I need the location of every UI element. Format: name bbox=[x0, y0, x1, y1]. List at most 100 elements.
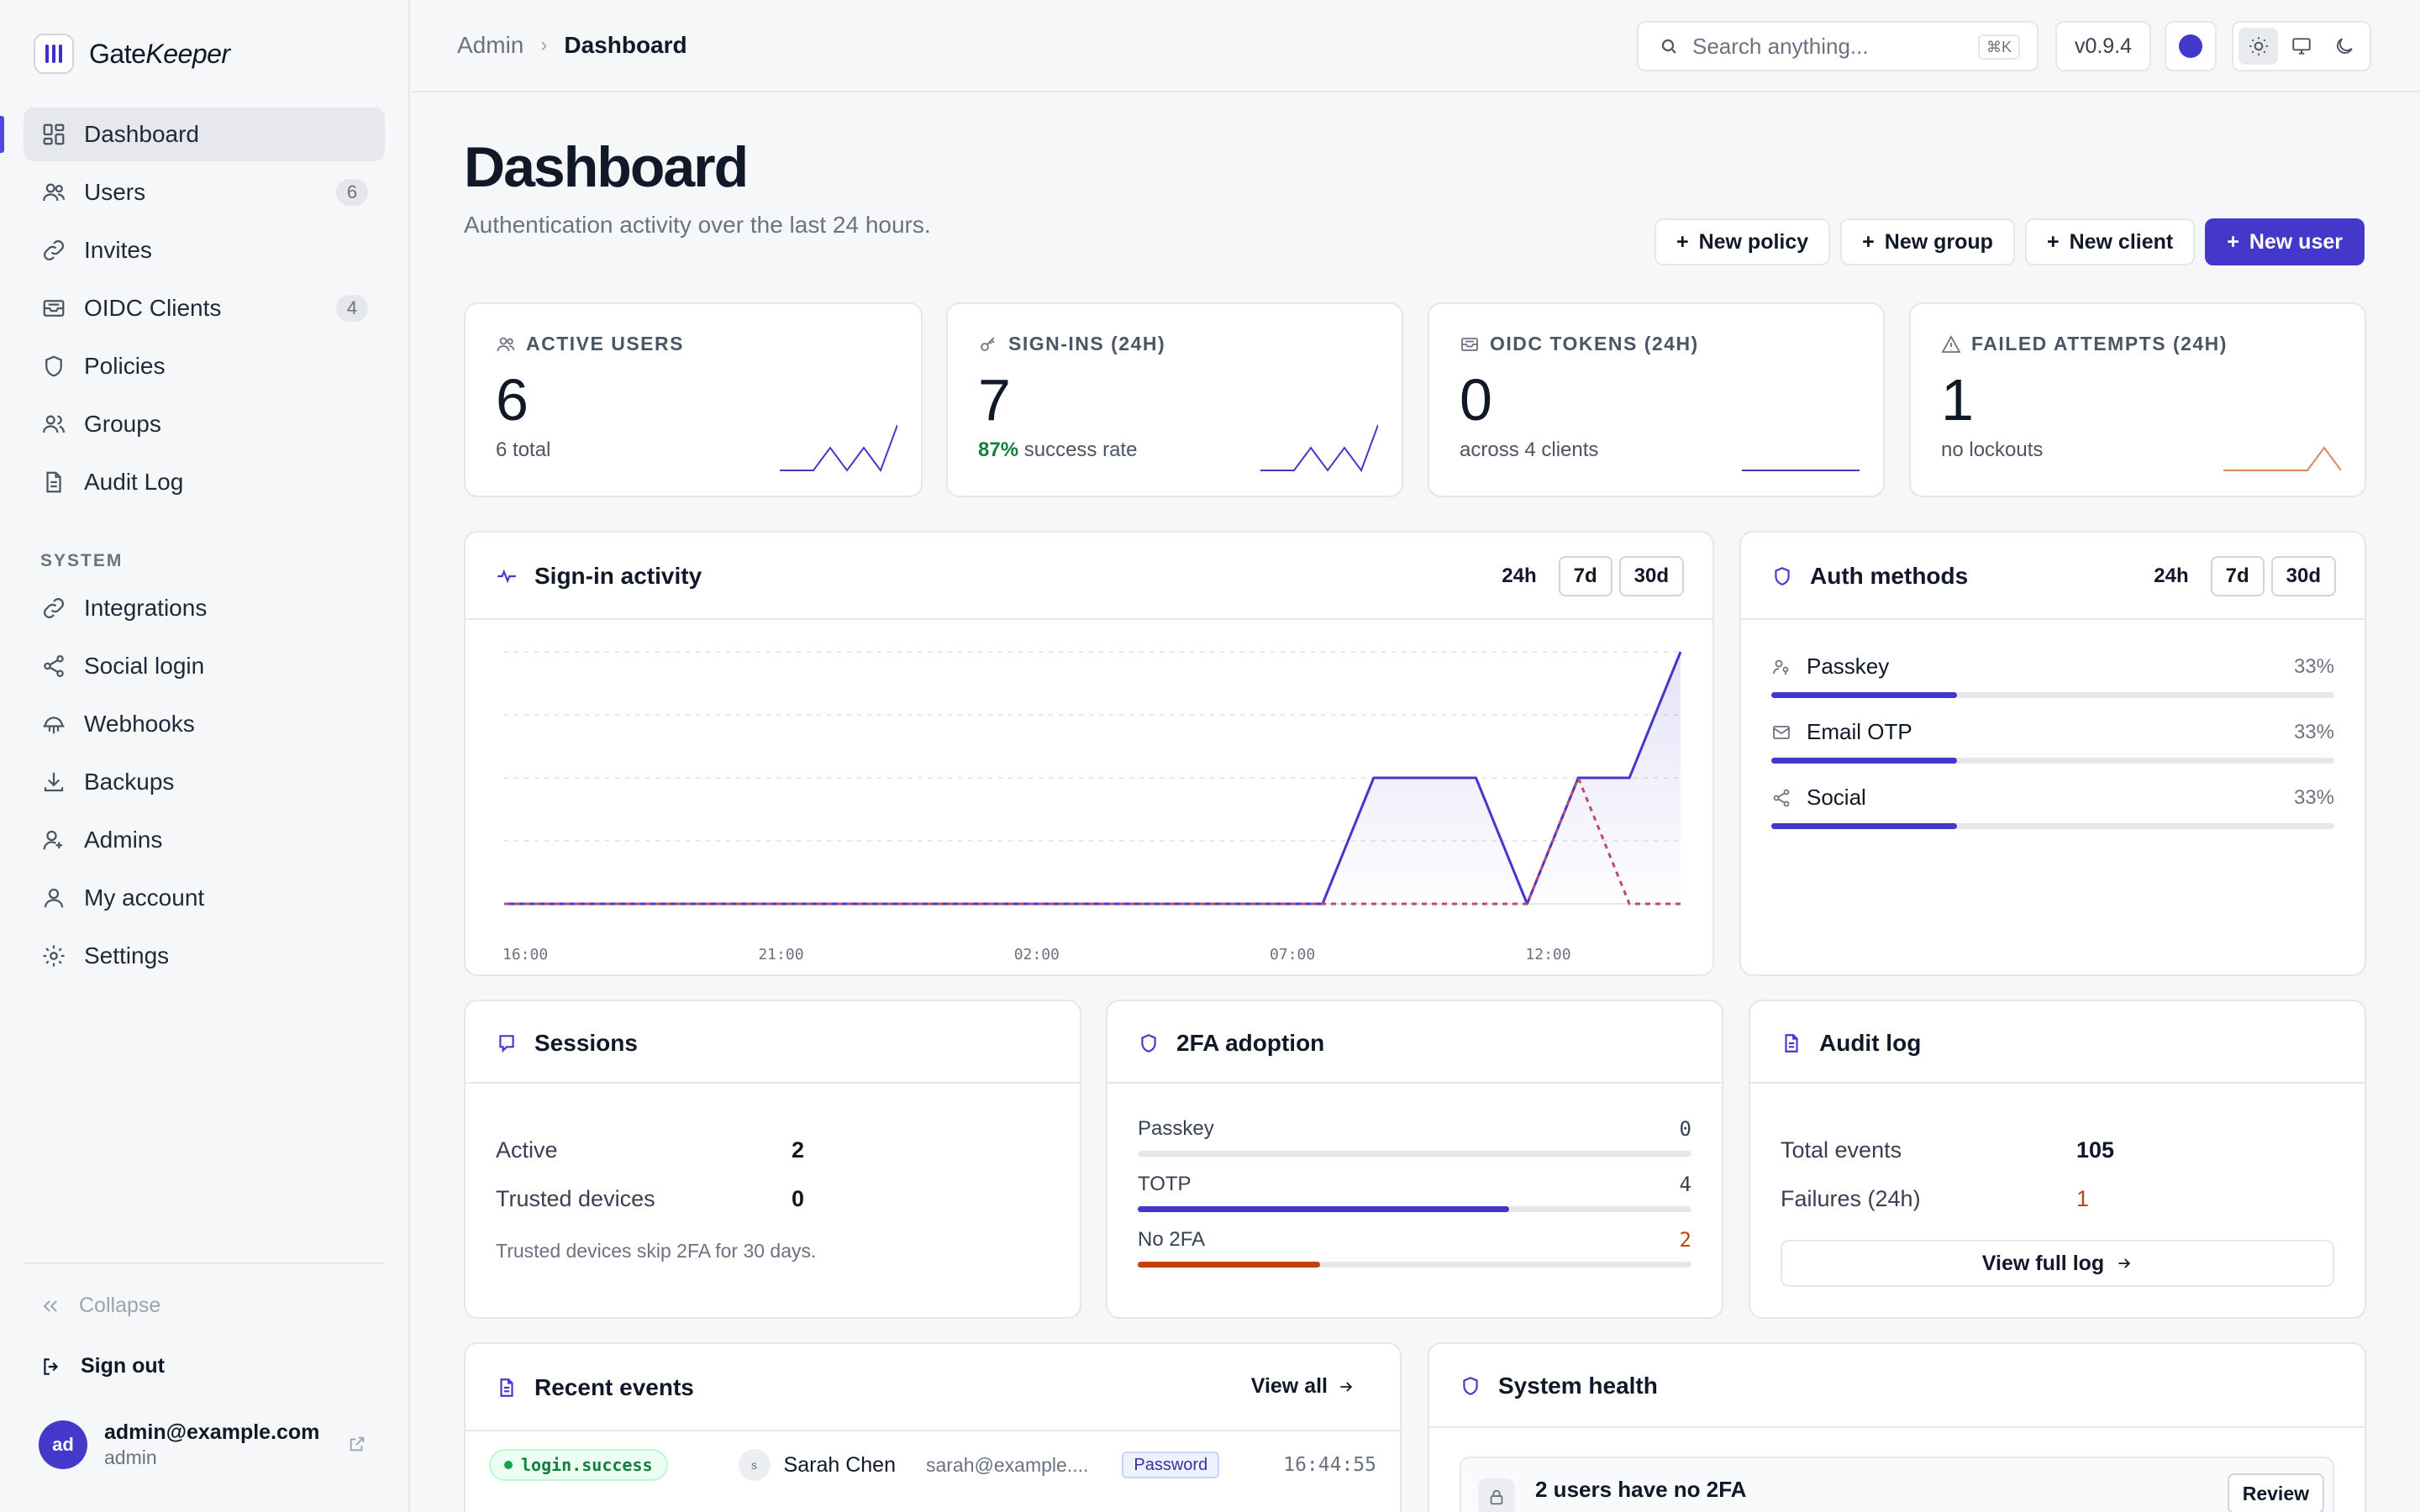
stat-footnote: no lockouts bbox=[1941, 438, 2044, 461]
plus-icon: + bbox=[2227, 229, 2239, 254]
sign-out-button[interactable]: Sign out bbox=[40, 1354, 165, 1378]
kv-row: Active 2 bbox=[496, 1137, 1000, 1163]
panel-header: Sign-in activity 24h 7d 30d bbox=[466, 533, 1712, 620]
range-tab-7d[interactable]: 7d bbox=[1558, 556, 1612, 596]
mail-icon bbox=[1771, 722, 1791, 743]
sidebar-item-social-login[interactable]: Social login bbox=[24, 639, 385, 693]
view-all-button[interactable]: View all bbox=[1251, 1374, 1355, 1399]
chevron-right-icon: › bbox=[540, 34, 548, 56]
review-button[interactable]: Review bbox=[2227, 1473, 2324, 1512]
moon-icon bbox=[2333, 35, 2355, 57]
range-tab-7d[interactable]: 7d bbox=[2210, 556, 2265, 596]
panel-title-text: Sign-in activity bbox=[534, 563, 702, 589]
external-link-icon[interactable] bbox=[348, 1435, 366, 1453]
sidebar-item-audit-log[interactable]: Audit Log bbox=[24, 455, 385, 509]
panel-title-text: 2FA adoption bbox=[1176, 1030, 1325, 1056]
link-icon bbox=[40, 237, 67, 264]
sun-icon bbox=[2248, 35, 2270, 57]
sparkline bbox=[1742, 470, 1860, 471]
brand[interactable]: GateKeeper bbox=[34, 32, 230, 76]
sparkline bbox=[1260, 424, 1378, 472]
theme-dark-button[interactable] bbox=[2325, 28, 2365, 65]
kv-value: 2 bbox=[792, 1137, 805, 1163]
range-tabs: 24h 7d 30d bbox=[2139, 556, 2336, 596]
theme-system-button[interactable] bbox=[2281, 28, 2321, 65]
kv-value: 0 bbox=[792, 1186, 805, 1211]
plus-icon: + bbox=[1862, 229, 1875, 254]
breadcrumb-root[interactable]: Admin bbox=[457, 32, 524, 58]
new-client-button[interactable]: + New client bbox=[2024, 218, 2196, 265]
shield-icon bbox=[40, 353, 67, 380]
auth-method-name: Passkey bbox=[1771, 654, 1889, 680]
auth-method-label: Passkey bbox=[1807, 654, 1890, 679]
button-label: New user bbox=[2249, 229, 2343, 254]
panel-title: 2FA adoption bbox=[1138, 1030, 1324, 1057]
series-area bbox=[504, 652, 1681, 904]
auth-method-row: Email OTP 33% bbox=[1771, 719, 2334, 769]
health-alert-text: 2 users have no 2FA bbox=[1535, 1477, 1747, 1502]
stat-value: 0 bbox=[1460, 367, 1492, 433]
signin-chart: 16:00 21:00 02:00 07:00 12:00 bbox=[502, 651, 1682, 963]
auth-method-label: Social bbox=[1807, 785, 1866, 810]
panel-title-text: System health bbox=[1498, 1373, 1658, 1399]
series-line bbox=[504, 776, 1681, 906]
sidebar-item-webhooks[interactable]: Webhooks bbox=[24, 697, 385, 751]
range-tab-30d[interactable]: 30d bbox=[2270, 556, 2336, 596]
sidebar-item-label: Social login bbox=[84, 653, 205, 679]
view-full-log-button[interactable]: View full log bbox=[1781, 1240, 2334, 1287]
sidebar: GateKeeper Dashboard Users 6 Invites OID… bbox=[0, 0, 410, 1512]
kv-value: 105 bbox=[2076, 1137, 2115, 1163]
avatar: ad bbox=[39, 1420, 87, 1469]
pulse-icon bbox=[496, 565, 518, 587]
sidebar-item-groups[interactable]: Groups bbox=[24, 397, 385, 451]
sidebar-item-invites[interactable]: Invites bbox=[24, 223, 385, 277]
accent-swatch bbox=[2179, 34, 2202, 58]
event-row[interactable]: login.success s Sarah Chen sarah@example… bbox=[466, 1431, 1400, 1499]
range-tab-24h[interactable]: 24h bbox=[1502, 564, 1537, 587]
sidebar-item-oidc-clients[interactable]: OIDC Clients 4 bbox=[24, 281, 385, 335]
version-badge: v0.9.4 bbox=[2055, 21, 2151, 71]
sidebar-item-admins[interactable]: Admins bbox=[24, 813, 385, 867]
new-group-button[interactable]: + New group bbox=[1840, 218, 2015, 265]
auth-method-label: Email OTP bbox=[1807, 719, 1912, 744]
new-policy-button[interactable]: + New policy bbox=[1654, 218, 1831, 265]
range-tab-30d[interactable]: 30d bbox=[1618, 556, 1684, 596]
event-type-badge: login.success bbox=[489, 1449, 668, 1481]
kv-row: Trusted devices 0 bbox=[496, 1186, 1000, 1212]
sidebar-item-backups[interactable]: Backups bbox=[24, 755, 385, 809]
sidebar-item-integrations[interactable]: Integrations bbox=[24, 581, 385, 635]
count-badge: 4 bbox=[336, 295, 368, 322]
system-nav: Integrations Social login Webhooks Backu… bbox=[24, 581, 385, 987]
auth-method-percent: 33% bbox=[2293, 655, 2334, 678]
sidebar-item-policies[interactable]: Policies bbox=[24, 339, 385, 393]
search-input[interactable] bbox=[1692, 33, 1961, 60]
stat-card-oidc-tokens: OIDC TOKENS (24H) 0 across 4 clients bbox=[1428, 302, 1885, 497]
auth-method-name: Social bbox=[1771, 785, 1866, 811]
theme-light-button[interactable] bbox=[2238, 28, 2279, 65]
search-box[interactable]: ⌘K bbox=[1637, 21, 2039, 71]
sidebar-item-label: Integrations bbox=[84, 595, 208, 621]
stat-footnote-text: success rate bbox=[1018, 438, 1138, 461]
passkey-icon bbox=[1771, 657, 1791, 677]
event-user-email: sarah@example.... bbox=[925, 1453, 1089, 1476]
collapse-button[interactable]: Collapse bbox=[40, 1294, 160, 1318]
panel-title-text: Auth methods bbox=[1810, 563, 1969, 589]
stat-value: 1 bbox=[1941, 367, 1974, 433]
auth-method-name: Email OTP bbox=[1771, 719, 1912, 745]
mailbox-icon bbox=[40, 295, 67, 322]
new-user-button[interactable]: + New user bbox=[2205, 218, 2365, 265]
sidebar-item-settings[interactable]: Settings bbox=[24, 929, 385, 983]
sidebar-item-dashboard[interactable]: Dashboard bbox=[24, 108, 385, 161]
sidebar-item-label: Groups bbox=[84, 411, 161, 437]
progress-track bbox=[1771, 823, 2334, 829]
accent-color-button[interactable] bbox=[2165, 21, 2217, 71]
account-card[interactable]: ad admin@example.com admin bbox=[39, 1420, 375, 1470]
panel-header: Sessions bbox=[466, 1001, 1080, 1084]
sidebar-item-my-account[interactable]: My account bbox=[24, 871, 385, 925]
sidebar-item-users[interactable]: Users 6 bbox=[24, 165, 385, 219]
stat-label: FAILED ATTEMPTS (24H) bbox=[1971, 333, 2228, 354]
button-label: New group bbox=[1884, 229, 1993, 254]
audit-panel: Audit log Total events 105 Failures (24h)… bbox=[1749, 1000, 2366, 1319]
stat-card-failed-attempts: FAILED ATTEMPTS (24H) 1 no lockouts bbox=[1909, 302, 2366, 497]
range-tab-24h[interactable]: 24h bbox=[2154, 564, 2189, 587]
